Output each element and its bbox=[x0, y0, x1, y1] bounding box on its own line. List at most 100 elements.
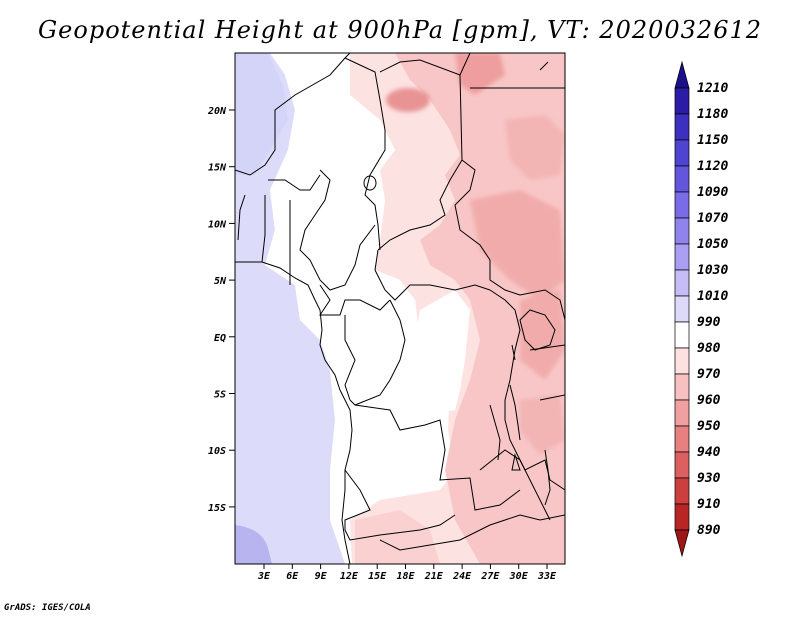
height-shading bbox=[235, 53, 565, 564]
contour-fill-960-east bbox=[505, 115, 565, 180]
colorbar-swatch bbox=[674, 165, 690, 193]
lon-tick-label: 33E bbox=[537, 571, 557, 582]
longitude-axis: 3E 6E 9E 12E 15E 18E 21E 24E 27E 30E 33E bbox=[257, 564, 557, 582]
contour-fill-1030 bbox=[235, 525, 272, 564]
lake-lualaba-outline bbox=[489, 404, 501, 461]
lat-tick-label: 5S bbox=[214, 390, 226, 401]
lon-tick-label: 27E bbox=[480, 571, 500, 582]
colorbar-swatch bbox=[674, 191, 690, 219]
colorbar-label: 1010 bbox=[697, 289, 728, 304]
border-congo bbox=[344, 315, 356, 401]
lon-tick-label: 9E bbox=[315, 571, 328, 582]
colorbar-label: 910 bbox=[697, 497, 721, 512]
contour-fill-960-center bbox=[470, 190, 565, 300]
colorbar-label: 1120 bbox=[697, 159, 728, 174]
colorbar-label: 970 bbox=[697, 367, 721, 382]
lat-tick-label: 15S bbox=[208, 503, 226, 514]
colorbar-swatch bbox=[674, 477, 690, 505]
colorbar-label: 1150 bbox=[697, 133, 728, 148]
lon-tick-label: 30E bbox=[509, 571, 529, 582]
lon-tick-label: 18E bbox=[396, 571, 415, 582]
border-namibia bbox=[344, 469, 456, 541]
coastlines bbox=[235, 61, 556, 564]
border-congo-drc bbox=[349, 299, 406, 406]
lon-tick-label: 3E bbox=[257, 571, 271, 582]
colorbar-label: 930 bbox=[697, 471, 721, 486]
border-cameroon-gabon bbox=[319, 284, 391, 316]
colorbar-swatch bbox=[674, 60, 690, 89]
colorbar-label: 1180 bbox=[697, 107, 728, 122]
border-burkina bbox=[268, 174, 321, 191]
grads-credit: GrADS: IGES/COLA bbox=[4, 603, 91, 613]
lat-tick-label: 5N bbox=[214, 276, 227, 287]
lake-kivu-outline bbox=[511, 344, 516, 361]
border-car bbox=[374, 249, 491, 301]
colorbar-swatch bbox=[674, 425, 690, 453]
colorbar-swatch bbox=[674, 113, 690, 141]
colorbar-swatch bbox=[674, 451, 690, 479]
colorbar-label: 1030 bbox=[697, 263, 728, 278]
colorbar-swatch bbox=[674, 321, 690, 349]
colorbar-label: 990 bbox=[697, 315, 721, 330]
chart-title: Geopotential Height at 900hPa [gpm], VT:… bbox=[38, 16, 762, 44]
colorbar-swatch bbox=[674, 243, 690, 271]
contour-fill-960-highland bbox=[386, 88, 430, 112]
border-mali-mauritania bbox=[235, 53, 351, 176]
country-boundaries bbox=[235, 53, 565, 551]
border-nigeria bbox=[299, 169, 376, 291]
colorbar-label: 960 bbox=[697, 393, 721, 408]
lon-tick-label: 6E bbox=[286, 571, 299, 582]
colorbar-label: 890 bbox=[697, 523, 721, 538]
contour-fill-1010-north bbox=[235, 53, 288, 175]
map-panel: 20N 15N 10N 5N EQ 5S 10S 15S 3E 6E 9E 12E 15E 18E 21E… bbox=[207, 52, 566, 582]
colorbar-swatch bbox=[674, 503, 690, 531]
lon-tick-label: 12E bbox=[340, 571, 359, 582]
colorbar-label: 940 bbox=[697, 445, 721, 460]
border-ghana bbox=[261, 195, 266, 263]
lon-tick-label: 15E bbox=[368, 571, 387, 582]
atlantic-coastline bbox=[235, 261, 353, 564]
lake-mweru-outline bbox=[511, 453, 521, 471]
border-angola bbox=[354, 404, 521, 511]
lake-victoria-outline bbox=[519, 309, 556, 351]
border-uganda-kenya bbox=[519, 289, 565, 321]
nile-delta-outline bbox=[539, 61, 549, 71]
border-drc-east bbox=[489, 289, 551, 521]
lon-tick-label: 24E bbox=[452, 571, 472, 582]
lat-tick-label: EQ bbox=[214, 333, 226, 344]
colorbar-swatch bbox=[674, 373, 690, 401]
contour-fill-970-south bbox=[355, 510, 440, 564]
border-ivory-coast bbox=[237, 194, 246, 241]
latitude-axis: 20N 15N 10N 5N EQ 5S 10S 15S bbox=[207, 106, 235, 514]
border-tanzania-south bbox=[539, 394, 565, 401]
lake-chad-outline bbox=[363, 175, 377, 191]
contour-fill-990 bbox=[265, 53, 460, 520]
colorbar-swatch bbox=[674, 529, 690, 558]
contour-fill-1010 bbox=[235, 53, 345, 564]
contour-fill-960-north bbox=[455, 53, 505, 95]
colorbar-swatch bbox=[674, 347, 690, 375]
colorbar: 1210 1180 1150 1120 1090 1070 1050 1030 1010 990 9… bbox=[674, 60, 728, 558]
contour-fill-960-lakes bbox=[520, 290, 565, 380]
contour-fill-990-congo bbox=[415, 290, 470, 400]
colorbar-label: 1050 bbox=[697, 237, 728, 252]
map-frame bbox=[234, 52, 566, 565]
lake-tanganyika-outline bbox=[509, 384, 521, 441]
colorbar-swatch bbox=[674, 269, 690, 297]
colorbar-swatch bbox=[674, 217, 690, 245]
contour-fill-970 bbox=[395, 53, 565, 564]
colorbar-label: 1090 bbox=[697, 185, 728, 200]
border-niger-chad bbox=[344, 57, 386, 251]
border-chad-sudan bbox=[377, 74, 463, 251]
lat-tick-label: 10S bbox=[208, 446, 226, 457]
colorbar-label: 950 bbox=[697, 419, 721, 434]
border-botswana-zimbabwe bbox=[379, 514, 565, 551]
colorbar-swatch bbox=[674, 295, 690, 323]
colorbar-swatch bbox=[674, 139, 690, 167]
lake-malawi-outline bbox=[544, 449, 551, 506]
colorbar-swatch bbox=[674, 399, 690, 427]
contour-fill-960-southeast bbox=[520, 395, 565, 455]
lat-tick-label: 10N bbox=[208, 219, 227, 230]
